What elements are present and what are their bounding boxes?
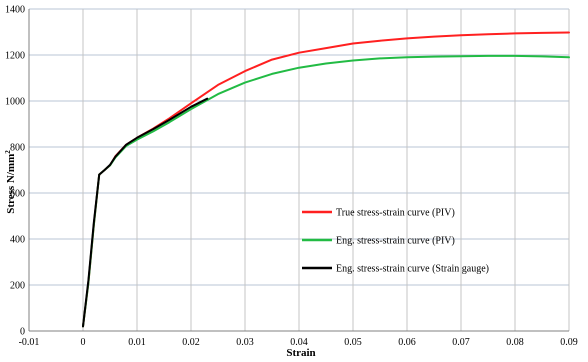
y-tick-label: 200: [10, 281, 25, 292]
x-tick-label: 0.08: [506, 337, 524, 348]
legend-label: Eng. stress-strain curve (PIV): [336, 236, 455, 247]
series-layer: [82, 31, 570, 328]
y-tick-label: 1200: [5, 51, 25, 62]
y-tick-label: 1000: [5, 97, 25, 108]
x-tick-label: 0: [81, 337, 86, 348]
y-tick-label: 600: [10, 189, 25, 200]
y-axis-title-superscript: 2: [4, 150, 12, 154]
legend-label: True stress-strain curve (PIV): [336, 208, 455, 219]
series-line-3: [82, 97, 209, 328]
y-tick-label: 800: [10, 143, 25, 154]
x-tick-label: -0.01: [19, 337, 40, 348]
legend-label: Eng. stress-strain curve (Strain gauge): [336, 264, 489, 275]
y-tick-label: 1400: [5, 5, 25, 16]
x-tick-label: 0.09: [560, 337, 578, 348]
x-tick-label: 0.05: [344, 337, 362, 348]
x-tick-label: 0.07: [452, 337, 470, 348]
x-tick-label: 0.02: [182, 337, 200, 348]
x-tick-label: 0.04: [290, 337, 308, 348]
y-tick-label: 400: [10, 235, 25, 246]
x-tick-label: 0.01: [128, 337, 146, 348]
legend: True stress-strain curve (PIV) Eng. stres…: [302, 208, 489, 275]
x-tick-label: 0.03: [236, 337, 254, 348]
x-tick-label: 0.06: [398, 337, 416, 348]
x-axis-title: Strain: [286, 347, 315, 359]
y-axis-title-text: Stress N/mm: [5, 154, 17, 214]
grid-layer: [29, 8, 570, 331]
y-tick-label: 0: [20, 327, 25, 338]
y-axis-title: Stress N/mm2: [4, 150, 17, 214]
